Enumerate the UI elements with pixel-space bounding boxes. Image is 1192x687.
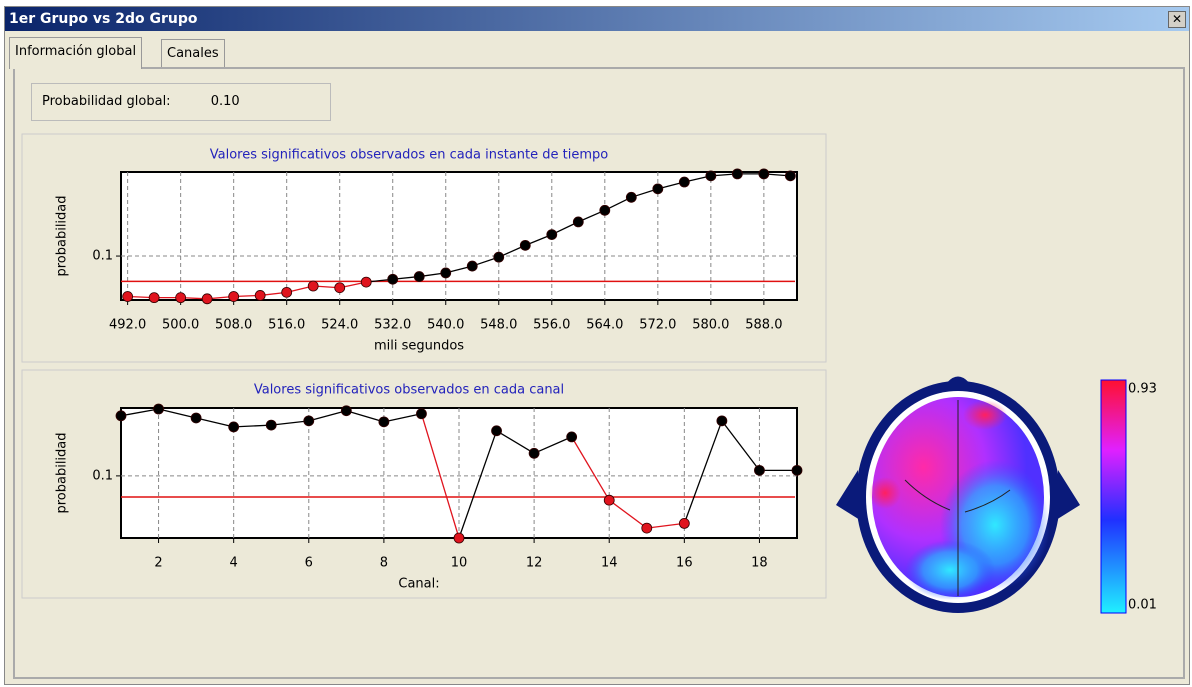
data-point [123,292,133,302]
charts: 0.93 0.01 Valores significativos observado… [0,0,1192,687]
x-tick-label: 548.0 [480,318,517,333]
data-point [308,281,318,291]
data-point [653,184,663,194]
data-point [266,420,276,430]
data-point [520,240,530,250]
x-tick-label: 2 [154,556,162,571]
data-point [642,523,652,533]
data-point [441,268,451,278]
colorbar-min-label: 0.01 [1128,598,1157,613]
x-tick-label: 588.0 [745,318,782,333]
data-point [604,495,614,505]
data-point [414,272,424,282]
data-point [149,293,159,303]
y-tick-label: 0.1 [92,249,113,264]
data-point [154,404,164,414]
x-tick-label: 16 [676,556,693,571]
chart-title: Valores significativos observados en cad… [210,148,609,163]
x-tick-label: 516.0 [268,318,305,333]
data-point [732,169,742,179]
y-tick-label: 0.1 [92,468,113,483]
x-tick-label: 508.0 [215,318,252,333]
data-point [116,411,126,421]
colorbar [1101,380,1126,613]
chart-title: Valores significativos observados en cad… [254,383,564,398]
data-point [229,422,239,432]
y-axis-label: probabilidad [55,432,70,513]
data-point [679,518,689,528]
x-tick-label: 500.0 [162,318,199,333]
data-point [626,192,636,202]
data-point [335,283,345,293]
x-tick-label: 524.0 [321,318,358,333]
x-tick-label: 10 [451,556,468,571]
x-axis-label: mili segundos [374,339,464,354]
data-point [379,417,389,427]
x-tick-label: 572.0 [639,318,676,333]
colorbar-max-label: 0.93 [1128,382,1157,397]
x-axis-label: Canal: [398,577,439,592]
data-point [416,409,426,419]
data-point [529,448,539,458]
data-point [600,205,610,215]
x-tick-label: 492.0 [109,318,146,333]
head-map [836,377,1080,614]
x-tick-label: 14 [601,556,618,571]
data-point [282,287,292,297]
data-point [547,230,557,240]
data-point [176,293,186,303]
data-point [454,533,464,543]
data-point [792,465,802,475]
data-point [388,274,398,284]
data-point [567,432,577,442]
data-point [467,261,477,271]
data-point [706,171,716,181]
data-point [754,465,764,475]
x-tick-label: 564.0 [586,318,623,333]
x-tick-label: 4 [230,556,238,571]
data-point [202,294,212,304]
y-axis-label: probabilidad [55,195,70,276]
x-tick-label: 540.0 [427,318,464,333]
x-tick-label: 556.0 [533,318,570,333]
data-point [229,292,239,302]
x-tick-label: 580.0 [692,318,729,333]
data-point [494,252,504,262]
x-tick-label: 6 [305,556,313,571]
data-point [361,277,371,287]
data-point [679,177,689,187]
x-tick-label: 8 [380,556,388,571]
data-point [304,416,314,426]
page: 1er Grupo vs 2do Grupo ✕ Información glo… [0,0,1192,687]
tab[interactable]: Información global [9,37,142,69]
data-point [573,217,583,227]
x-tick-label: 12 [526,556,543,571]
data-point [785,171,795,181]
data-point [255,290,265,300]
data-point [341,406,351,416]
data-point [759,169,769,179]
x-tick-label: 18 [751,556,768,571]
x-tick-label: 532.0 [374,318,411,333]
data-point [191,413,201,423]
data-point [717,416,727,426]
data-point [492,426,502,436]
